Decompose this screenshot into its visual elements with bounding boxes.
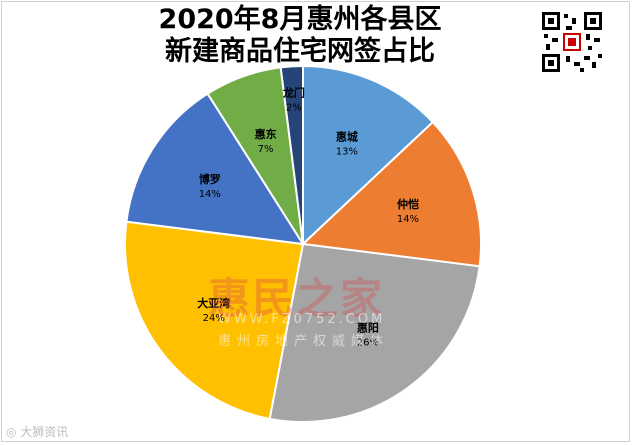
chart-title-line1: 2020年8月惠州各县区 — [158, 4, 442, 35]
slice-percent-3: 24% — [203, 313, 225, 324]
weibo-icon: ◎ — [6, 425, 21, 439]
slice-percent-0: 13% — [336, 147, 358, 158]
chart-title-line2: 新建商品住宅网签占比 — [165, 36, 435, 67]
slice-percent-2: 26% — [357, 337, 379, 348]
slice-label-5: 惠东 — [255, 127, 277, 141]
slice-percent-5: 7% — [258, 144, 274, 155]
watermark-url: WWW.FZ0752.COM — [218, 312, 386, 327]
pie-slice-0 — [302, 64, 435, 247]
pie-slice-2 — [268, 242, 481, 423]
pie-slices — [124, 64, 482, 423]
slice-percent-6: 2% — [286, 102, 302, 113]
slice-label-0: 惠城 — [336, 130, 358, 144]
slice-label-6: 龙门 — [282, 85, 305, 99]
pie-slice-6 — [279, 64, 304, 245]
slice-label-3: 大亚湾 — [197, 296, 230, 310]
slice-label-2: 惠阳 — [357, 320, 379, 334]
footer-text: 大狮资讯 — [20, 425, 69, 439]
pie-labels: 惠城 13% 仲恺 14% 惠阳 26% 大亚湾 24% 博罗 14% 惠东 7% 龙门 2% — [197, 85, 419, 348]
slice-label-1: 仲恺 — [397, 197, 419, 211]
slice-percent-4: 14% — [199, 189, 221, 200]
pie-slice-1 — [300, 120, 482, 268]
slice-percent-1: 14% — [397, 214, 419, 225]
watermark-brand: 惠民之家 — [208, 274, 385, 323]
slice-label-4: 博罗 — [199, 172, 221, 186]
pie-slice-3 — [124, 220, 305, 421]
pie-slice-4 — [125, 92, 305, 246]
watermark-tagline: 惠州房地产权威媒体 — [218, 334, 390, 349]
chart-title: 2020年8月惠州各县区 新建商品住宅网签占比 — [120, 4, 480, 68]
qr-code-icon — [540, 10, 604, 74]
footer-watermark: ◎ 大狮资讯 — [6, 423, 68, 440]
